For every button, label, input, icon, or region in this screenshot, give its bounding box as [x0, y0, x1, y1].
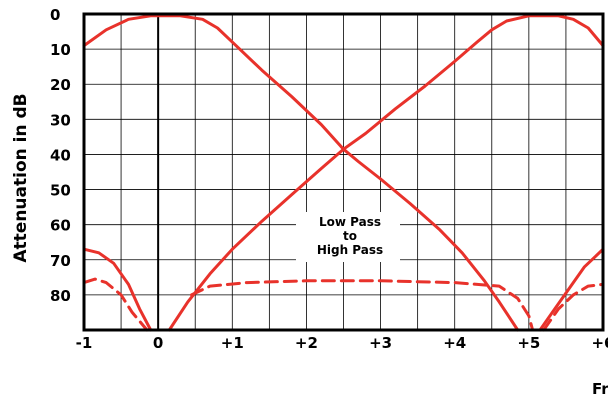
series-line-7-dashed — [542, 282, 605, 332]
x-tick-label: -1 — [76, 334, 93, 352]
y-axis-label: Attenuation in dB — [11, 93, 31, 262]
annotation-background — [296, 212, 400, 262]
series-line-6-dashed — [190, 279, 535, 332]
x-tick-label: +3 — [369, 334, 392, 352]
y-tick-label: 60 — [50, 217, 71, 235]
y-tick-label: 0 — [50, 6, 60, 24]
y-tick-label: 20 — [50, 76, 71, 94]
y-tick-label: 40 — [50, 146, 71, 164]
x-axis-label: Fr — [592, 380, 608, 398]
y-tick-label: 50 — [50, 182, 71, 200]
series-line-1-solid — [82, 14, 520, 332]
grid — [84, 14, 603, 330]
y-tick-label: 80 — [50, 287, 71, 305]
x-tick-label: +2 — [295, 334, 318, 352]
series-line-2-solid — [167, 14, 605, 332]
annotation-line-1: Low Pass — [319, 215, 381, 229]
series-line-4-solid — [538, 247, 605, 332]
series-line-5-dashed — [82, 277, 149, 332]
y-tick-label: 10 — [50, 41, 71, 59]
annotation-line-3: High Pass — [317, 243, 383, 257]
x-tick-label: +1 — [221, 334, 244, 352]
y-tick-label: 70 — [50, 252, 71, 270]
x-tick-label: +4 — [443, 334, 466, 352]
plot-frame — [82, 12, 605, 332]
series-group — [82, 14, 605, 332]
x-tick-labels: -1 0 +1 +2 +3 +4 +5 +6 — [76, 334, 608, 352]
series-line-3-solid — [82, 247, 153, 332]
x-tick-label: +6 — [591, 334, 608, 352]
y-tick-labels: 0 10 20 30 40 50 60 70 80 — [50, 6, 71, 305]
x-tick-label: +5 — [517, 334, 540, 352]
annotation-line-2: to — [343, 229, 357, 243]
y-tick-label: 30 — [50, 111, 71, 129]
x-tick-label: 0 — [153, 334, 163, 352]
